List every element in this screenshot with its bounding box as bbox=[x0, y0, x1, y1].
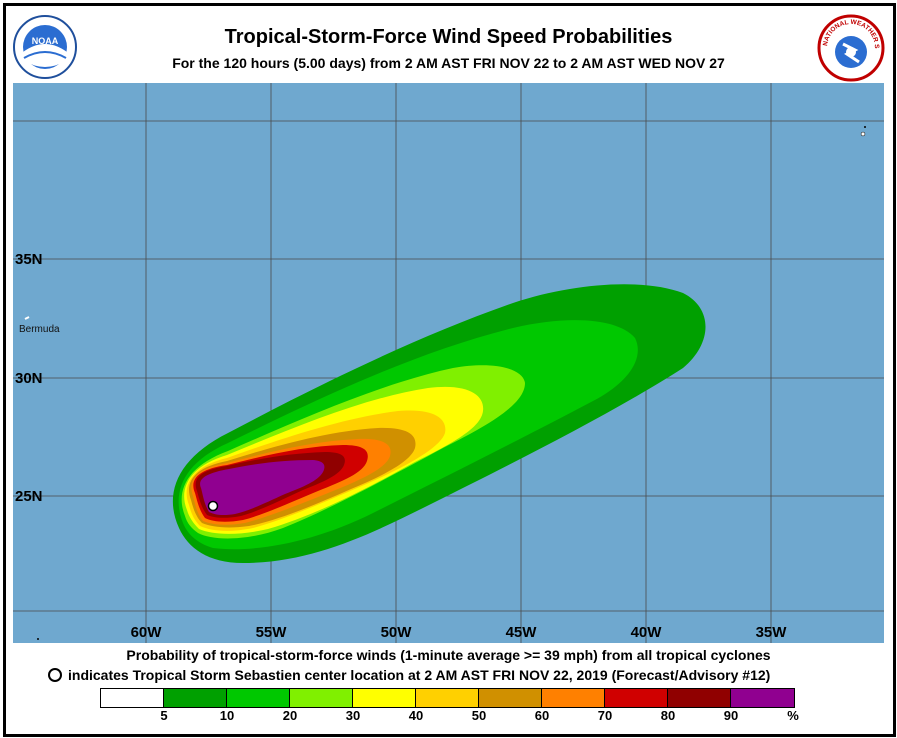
colorbar-bin bbox=[353, 689, 416, 707]
lat-label-30n: 30N bbox=[15, 370, 43, 387]
storm-center-legend-marker bbox=[48, 668, 62, 682]
colorbar-bin bbox=[290, 689, 353, 707]
legend-description: Probability of tropical-storm-force wind… bbox=[126, 647, 771, 663]
colorbar-label: 90 bbox=[723, 708, 739, 723]
colorbar-bin bbox=[227, 689, 290, 707]
lon-label-40w: 40W bbox=[631, 624, 663, 641]
colorbar-bin bbox=[731, 689, 794, 707]
colorbar-label: 5 bbox=[160, 708, 168, 723]
place-label-bermuda: Bermuda bbox=[19, 324, 60, 335]
colorbar-label: 30 bbox=[345, 708, 361, 723]
colorbar-label: 10 bbox=[219, 708, 235, 723]
lon-label-35w: 35W bbox=[756, 624, 788, 641]
legend-storm-note: indicates Tropical Storm Sebastien cente… bbox=[48, 667, 770, 683]
colorbar-label: 70 bbox=[597, 708, 613, 723]
legend-storm-note-text: indicates Tropical Storm Sebastien cente… bbox=[68, 667, 771, 683]
colorbar-label: 50 bbox=[471, 708, 487, 723]
probability-contours bbox=[172, 284, 706, 563]
lon-label-55w: 55W bbox=[256, 624, 288, 641]
chart-subtitle: For the 120 hours (5.00 days) from 2 AM … bbox=[172, 55, 725, 71]
colorbar-unit: % bbox=[787, 708, 799, 723]
colorbar-label: 40 bbox=[408, 708, 424, 723]
probability-colorbar bbox=[100, 688, 795, 708]
colorbar-bin bbox=[101, 689, 164, 707]
bermuda-island: Bermuda bbox=[19, 316, 60, 335]
lat-label-35n: 35N bbox=[15, 251, 43, 268]
colorbar-bin bbox=[605, 689, 668, 707]
noaa-logo-text: NOAA bbox=[32, 36, 59, 46]
lon-label-45w: 45W bbox=[506, 624, 538, 641]
colorbar-bin bbox=[668, 689, 731, 707]
small-island bbox=[860, 131, 866, 137]
colorbar-bin bbox=[542, 689, 605, 707]
noaa-logo: NOAA bbox=[13, 15, 77, 79]
colorbar-bin bbox=[416, 689, 479, 707]
colorbar-bin bbox=[479, 689, 542, 707]
probability-map: Bermuda 35N 30N 25N 60W 55W 50W 45W 40W … bbox=[13, 83, 884, 643]
small-island bbox=[864, 126, 866, 128]
colorbar-label: 20 bbox=[282, 708, 298, 723]
lon-label-50w: 50W bbox=[381, 624, 413, 641]
storm-center-marker bbox=[207, 500, 219, 512]
lon-label-60w: 60W bbox=[131, 624, 163, 641]
lat-label-25n: 25N bbox=[15, 488, 43, 505]
contour-max bbox=[200, 460, 325, 516]
colorbar-label: 80 bbox=[660, 708, 676, 723]
small-island bbox=[37, 638, 39, 640]
national-weather-service-logo: NATIONAL WEATHER SERVICE bbox=[817, 14, 885, 82]
colorbar-label: 60 bbox=[534, 708, 550, 723]
chart-title: Tropical-Storm-Force Wind Speed Probabil… bbox=[224, 26, 673, 48]
colorbar-bin bbox=[164, 689, 227, 707]
